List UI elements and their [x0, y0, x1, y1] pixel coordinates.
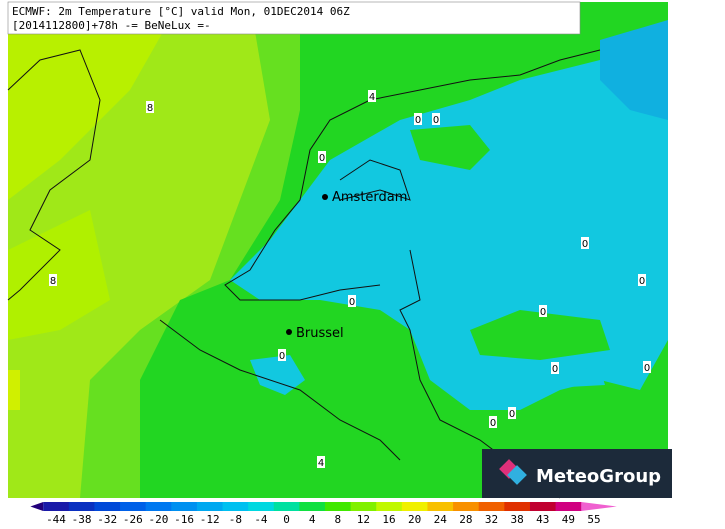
header-box	[7, 1, 581, 35]
contour-label-box	[317, 456, 325, 468]
city-label: Amsterdam	[332, 190, 407, 205]
contour-label-box	[551, 362, 559, 374]
colorbar-segment	[350, 502, 377, 511]
colorbar-tick-label: 16	[382, 513, 395, 525]
colorbar-segment	[427, 502, 454, 511]
contour-label-box	[278, 349, 286, 361]
colorbar-segment	[68, 502, 95, 511]
contour-label-box	[508, 407, 516, 419]
colorbar-segment	[453, 502, 480, 511]
contour-label: 0	[540, 307, 546, 318]
contour-label: 0	[319, 153, 325, 164]
contour-label: 0	[349, 297, 355, 308]
colorbar-segment	[555, 502, 582, 511]
colorbar-tick-label: 49	[562, 513, 575, 525]
city-dot	[286, 329, 292, 335]
warm-zone	[8, 2, 180, 200]
colorbar-tick-label: -26	[123, 513, 143, 525]
colorbar-segment	[196, 502, 224, 511]
header-line: [2014112800]+78h -= BeNeLux =-	[12, 19, 211, 32]
colorbar-tick-label: -44	[46, 513, 66, 525]
colorbar-tick-label: 20	[408, 513, 421, 525]
colorbar-tick-label: 38	[511, 513, 524, 525]
contour-label: 0	[639, 276, 645, 287]
contour-label-box	[49, 274, 57, 286]
contour-label: 0	[415, 115, 421, 126]
contour-label-box	[539, 305, 547, 317]
colorbar-tick-label: -12	[200, 513, 220, 525]
colorbar-tick-label: 8	[334, 513, 341, 525]
contour-label-box	[489, 416, 497, 428]
colorbar-segment	[325, 502, 352, 511]
labels: Amsterdam Brussel	[286, 190, 407, 341]
contour-label: 0	[433, 115, 439, 126]
contour-label: 4	[318, 458, 324, 469]
colorbar-tick-label: -32	[97, 513, 117, 525]
colorbar-segment	[94, 502, 121, 511]
contour-label-box	[643, 361, 651, 373]
colorbar-tick-label: 24	[434, 513, 448, 525]
colorbar-segment	[145, 502, 172, 511]
colorbar-tick-label: 28	[459, 513, 472, 525]
land-zone	[410, 125, 490, 170]
colorbar-tick-label: 43	[536, 513, 549, 525]
contour-label: 0	[644, 363, 650, 374]
colorbar-tick-label: -20	[149, 513, 169, 525]
logo-text: MeteoGroup	[536, 466, 661, 487]
contour-label-box	[638, 274, 646, 286]
city-dot	[322, 194, 328, 200]
colorbar-segment	[478, 502, 505, 511]
contour-label-box	[368, 90, 376, 102]
borders	[7, 49, 601, 499]
logo-icon	[499, 459, 527, 485]
colorbar-cap	[581, 502, 617, 511]
coldest-zone	[600, 20, 668, 120]
colorbar-segment	[504, 502, 531, 511]
colorbar-tick-label: 0	[283, 513, 290, 525]
colorbar-segment	[376, 502, 403, 511]
warm-zone	[8, 210, 110, 340]
contour-label: 8	[147, 103, 153, 114]
contour-label: 0	[490, 418, 496, 429]
contour-label: 0	[279, 351, 285, 362]
contour-label: 8	[50, 276, 56, 287]
colorbar-segment	[401, 502, 428, 511]
city-label: Brussel	[296, 326, 344, 341]
colorbar-tick-label: -16	[174, 513, 194, 525]
contour-label: 0	[552, 364, 558, 375]
contour-label-box	[348, 295, 356, 307]
colorbar-cap	[30, 502, 44, 511]
colorbar-tick-label: 12	[357, 513, 370, 525]
contour-label-box	[581, 237, 589, 249]
colorbar-tick-label: -8	[229, 513, 242, 525]
colorbar-tick-label: 4	[309, 513, 316, 525]
land-zone	[470, 310, 610, 360]
colorbar-segment	[222, 502, 249, 511]
cold-zone	[545, 368, 605, 388]
contour-label: 4	[369, 92, 375, 103]
map-field	[7, 2, 668, 499]
colorbar-segment	[43, 502, 70, 511]
colorbar-tick-label: 55	[587, 513, 600, 525]
contour-label-box	[432, 113, 440, 125]
colorbar-segment	[171, 502, 198, 511]
colorbar-tick-label: -38	[72, 513, 92, 525]
colorbar-segment	[299, 502, 326, 511]
colorbar-tick-label: 32	[485, 513, 498, 525]
colorbar-segment	[529, 502, 557, 511]
warm-zone	[8, 370, 20, 410]
contour-label-box	[318, 151, 326, 163]
contour-label-box	[414, 113, 422, 125]
colorbar-segment	[120, 502, 147, 511]
contour-label: 0	[582, 239, 588, 250]
header-line: ECMWF: 2m Temperature [°C] valid Mon, 01…	[12, 5, 350, 18]
contour-label-box	[146, 101, 154, 113]
colorbar-segment	[273, 502, 300, 511]
contour-label: 0	[509, 409, 515, 420]
cold-zone	[250, 355, 305, 395]
colorbar-segment	[248, 502, 275, 511]
colorbar-tick-label: -4	[254, 513, 268, 525]
